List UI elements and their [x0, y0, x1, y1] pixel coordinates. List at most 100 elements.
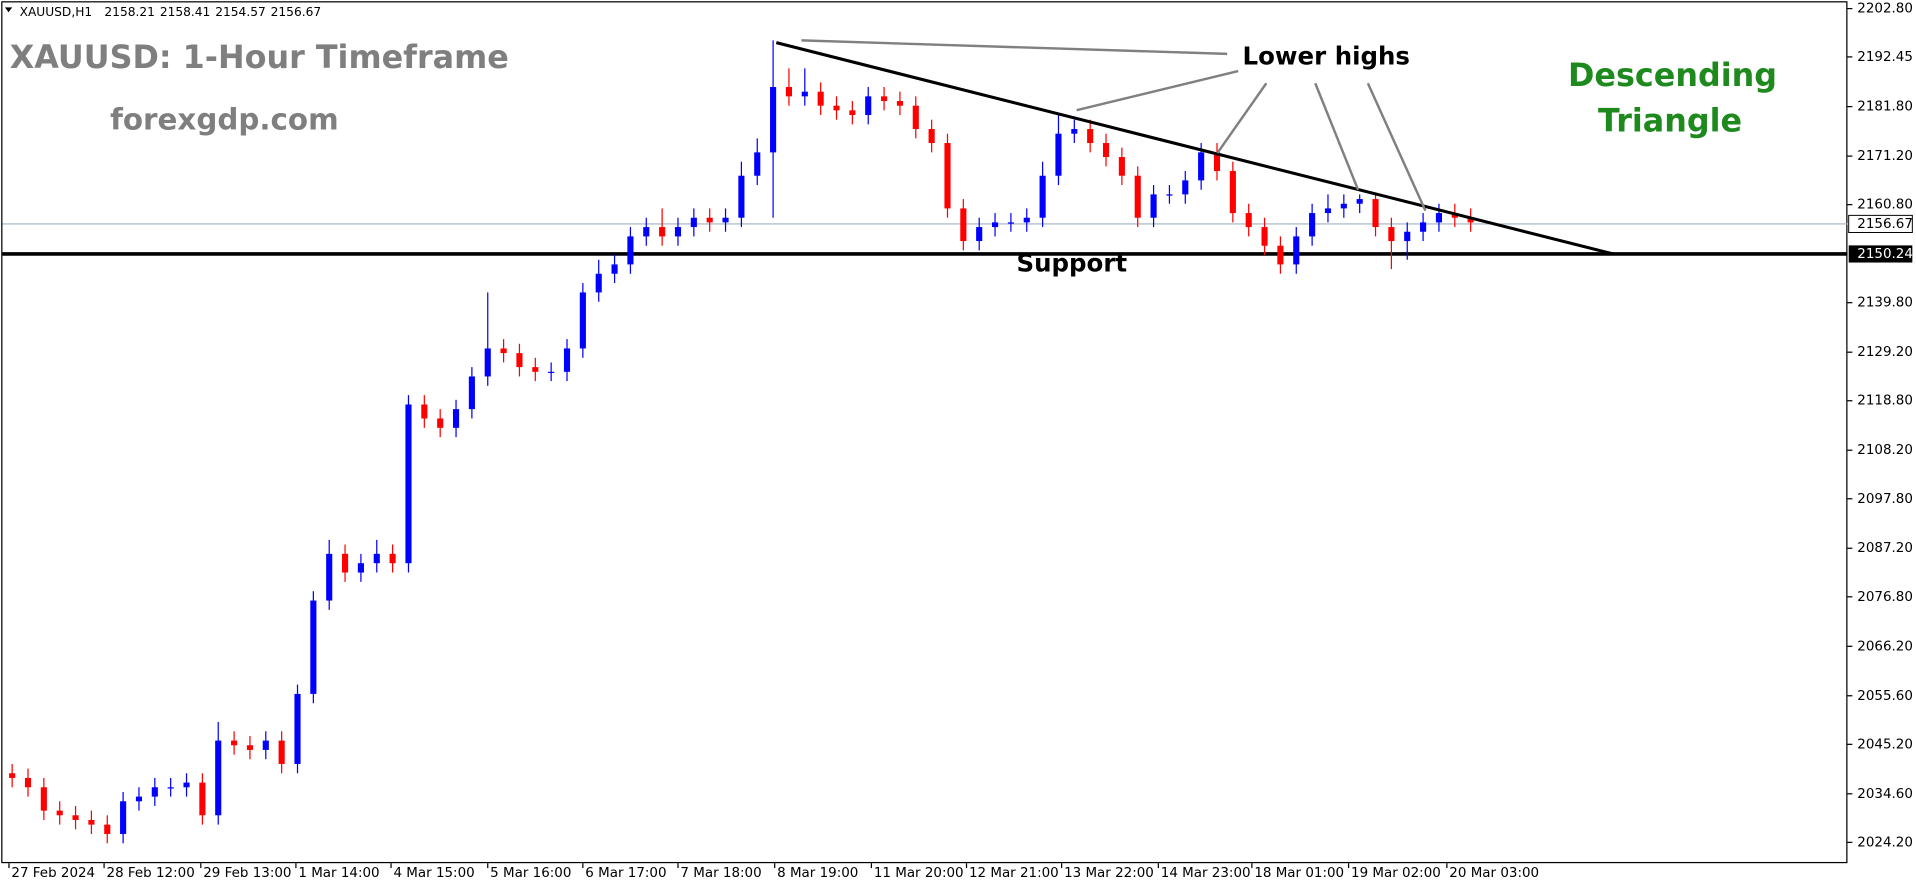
- candle-body: [215, 740, 222, 816]
- x-tick-label: 4 Mar 15:00: [393, 866, 474, 881]
- pointer-line: [1314, 82, 1360, 191]
- candle-body: [770, 87, 777, 153]
- candle-body: [849, 110, 856, 116]
- candle-body: [833, 105, 840, 111]
- candle-body: [1229, 171, 1236, 214]
- y-tick-label: 2055.60: [1857, 689, 1913, 704]
- y-tick-label: 2097.80: [1857, 492, 1913, 507]
- last-price-label: 2156.67: [1857, 217, 1913, 232]
- candle-body: [1245, 213, 1252, 228]
- candle-body: [928, 129, 935, 144]
- pointer-line: [1366, 82, 1427, 212]
- candle-body: [151, 787, 158, 797]
- annotation: Support: [1016, 248, 1127, 277]
- candle-body: [912, 105, 919, 130]
- trendline: [775, 41, 1614, 256]
- candle-body: [1324, 208, 1332, 214]
- candle-body: [674, 227, 682, 237]
- y-tick-label: 2076.80: [1857, 590, 1913, 605]
- candle-body: [500, 348, 507, 354]
- candle-body: [690, 217, 697, 228]
- candle-body: [817, 91, 824, 106]
- candle-body: [801, 91, 808, 97]
- candle-body: [944, 143, 951, 209]
- candle-body: [1134, 175, 1141, 218]
- symbol-info: XAUUSD,H1 2158.21 2158.41 2154.57 2156.67: [20, 5, 322, 19]
- candle-body: [1309, 213, 1316, 237]
- candle-body: [1372, 199, 1379, 228]
- y-tick-label: 2024.20: [1857, 835, 1913, 850]
- candle-body: [1071, 129, 1078, 134]
- x-tick-label: 13 Mar 22:00: [1064, 866, 1154, 881]
- candle-body: [1356, 199, 1363, 204]
- candle-body: [722, 217, 729, 223]
- candle-body: [706, 217, 713, 223]
- candle-body: [357, 563, 364, 573]
- candle-body: [595, 273, 602, 293]
- candle-body: [659, 227, 666, 237]
- x-tick-label: 1 Mar 14:00: [298, 866, 379, 881]
- ohlc-value: 2154.57: [215, 5, 266, 19]
- y-tick-label: 2087.20: [1857, 541, 1913, 556]
- candle-body: [231, 740, 238, 746]
- candle-body: [611, 264, 618, 274]
- y-tick-label: 2034.60: [1857, 787, 1913, 802]
- candle-body: [1023, 217, 1030, 223]
- candle-body: [484, 348, 491, 377]
- ohlc-value: 2158.21: [104, 5, 155, 19]
- x-tick-label: 5 Mar 16:00: [490, 866, 571, 881]
- y-tick-label: 2108.20: [1857, 443, 1913, 458]
- candle-body: [246, 745, 254, 750]
- candle-body: [405, 404, 412, 564]
- candle-body: [960, 208, 967, 242]
- candle-body: [991, 222, 999, 228]
- chart-title: XAUUSD: 1-Hour Timeframe: [10, 38, 509, 76]
- y-tick-label: 2181.80: [1857, 100, 1913, 115]
- candle-body: [1293, 236, 1300, 265]
- candle-body: [310, 600, 317, 694]
- candle-body: [167, 787, 174, 789]
- candle-body: [896, 101, 903, 106]
- candle-body: [1055, 133, 1062, 176]
- candle-body: [24, 777, 32, 788]
- pointer-line: [1216, 82, 1268, 154]
- x-tick-label: 11 Mar 20:00: [874, 866, 964, 881]
- candle-body: [563, 348, 571, 372]
- y-tick-label: 2171.20: [1857, 149, 1913, 164]
- chart-subtitle: forexgdp.com: [110, 103, 339, 137]
- candle-body: [1213, 152, 1221, 172]
- x-tick-label: 12 Mar 21:00: [969, 866, 1059, 881]
- candle-body: [88, 819, 95, 825]
- candle-body: [532, 367, 539, 372]
- candle-body: [1198, 152, 1205, 181]
- candle-body: [1087, 129, 1094, 144]
- x-tick-label: 14 Mar 23:00: [1161, 866, 1251, 881]
- candle-body: [1420, 222, 1427, 232]
- y-tick-label: 2045.20: [1857, 737, 1913, 752]
- pattern-label: Triangle: [1598, 101, 1742, 139]
- y-tick-label: 2160.80: [1857, 198, 1913, 213]
- candle-body: [183, 782, 190, 788]
- candle-body: [326, 553, 333, 601]
- x-tick-label: 8 Mar 19:00: [777, 866, 858, 881]
- candle-body: [389, 553, 396, 564]
- candle-body: [72, 815, 79, 820]
- candle-body: [1277, 245, 1284, 265]
- candle-body: [785, 87, 793, 97]
- pointer-line: [1076, 69, 1239, 112]
- annotation-lines: [801, 39, 1427, 212]
- plot-area: [2, 40, 1848, 844]
- candle-body: [342, 553, 349, 573]
- x-tick-label: 29 Feb 13:00: [203, 866, 291, 881]
- candle-body: [1388, 227, 1395, 242]
- candle-body: [627, 236, 634, 265]
- y-tick-label: 2192.45: [1857, 50, 1913, 65]
- last-price-box: [1848, 214, 1913, 234]
- candle-body: [1340, 203, 1347, 209]
- candle-body: [373, 553, 380, 564]
- candle-body: [738, 175, 745, 218]
- x-tick-label: 20 Mar 03:00: [1449, 866, 1539, 881]
- ohlc-value: 2158.41: [160, 5, 211, 19]
- x-tick-label: 28 Feb 12:00: [107, 866, 195, 881]
